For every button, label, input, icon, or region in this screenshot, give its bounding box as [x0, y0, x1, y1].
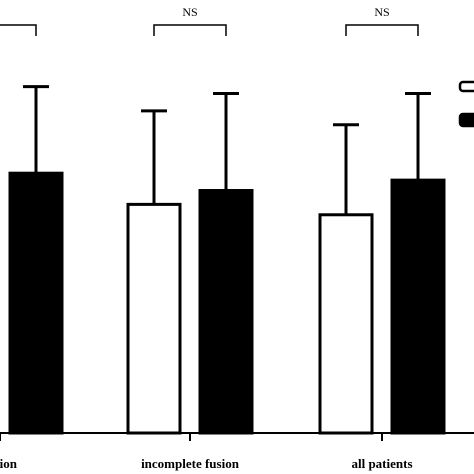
legend-swatch-series1	[458, 112, 474, 128]
bar-series1-2	[390, 178, 446, 435]
x-tick-label-2: all patients	[351, 456, 412, 471]
significance-bracket-0	[0, 24, 37, 36]
error-bars	[23, 85, 431, 215]
legend	[458, 80, 474, 128]
bar-series0-2	[318, 213, 374, 435]
bar-series1-0	[8, 171, 64, 435]
significance-brackets: NS NS	[0, 5, 419, 36]
bar-series1-1	[198, 189, 254, 435]
legend-swatch-series0	[458, 80, 474, 93]
x-tick-label-1: incomplete fusion	[141, 456, 240, 471]
significance-bracket-2	[345, 24, 419, 36]
significance-bracket-1	[153, 24, 227, 36]
bar-series0-1	[126, 202, 182, 435]
x-tick-label-0: fusion	[0, 456, 18, 471]
significance-label-1: NS	[182, 5, 197, 19]
bars	[8, 171, 446, 435]
x-ticks: fusion incomplete fusion all patients	[0, 433, 413, 471]
significance-label-2: NS	[374, 5, 389, 19]
